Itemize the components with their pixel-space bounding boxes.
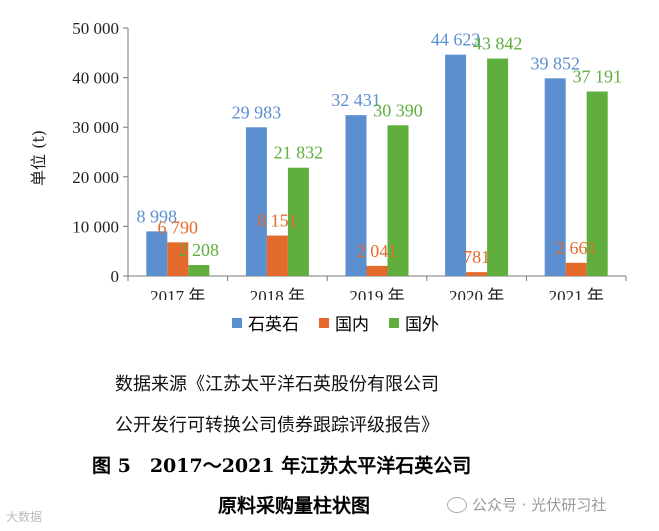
legend-item-domestic: 国内 xyxy=(319,310,369,335)
data-label: 8 998 xyxy=(137,206,178,226)
wechat-icon xyxy=(447,496,467,513)
y-tick-label: 40 000 xyxy=(72,69,119,88)
x-tick-label: 2020 年 xyxy=(449,287,504,300)
x-tick-label: 2017 年 xyxy=(150,287,205,300)
data-label: 30 390 xyxy=(373,100,423,120)
figure-caption-line-2: 原料采购量柱状图 xyxy=(218,495,371,517)
legend-swatch xyxy=(389,317,399,328)
x-axis: 2017 年 2018 年 2019 年 2020 年 2021 年 xyxy=(127,275,627,300)
bar xyxy=(146,231,168,276)
x-tick-label: 2019 年 xyxy=(349,287,404,300)
figure-caption-line-1: 图 5 2017～2021 年江苏太平洋石英公司 xyxy=(92,455,472,477)
legend-label: 石英石 xyxy=(248,315,299,335)
data-label: 39 852 xyxy=(530,53,580,73)
bar xyxy=(586,91,608,276)
bar xyxy=(345,115,367,276)
bar xyxy=(366,265,388,276)
data-label: 8 151 xyxy=(257,211,298,231)
watermark-right-text: 公众号 · 光伏研习社 xyxy=(472,496,607,514)
y-tick-label: 30 000 xyxy=(72,118,119,137)
bar xyxy=(466,272,488,276)
y-tick-label: 50 000 xyxy=(72,19,119,38)
bar xyxy=(565,262,587,276)
y-axis-label: 单位 (t) xyxy=(29,130,48,186)
data-label: 21 832 xyxy=(274,143,324,163)
bar xyxy=(167,242,189,276)
bar xyxy=(266,235,288,276)
data-label: 2 661 xyxy=(556,238,597,258)
legend-item-quartz: 石英石 xyxy=(232,310,299,335)
bar xyxy=(245,127,267,276)
data-label: 2 041 xyxy=(357,241,398,261)
data-label: 32 431 xyxy=(331,90,381,110)
x-tick-label: 2018 年 xyxy=(250,287,305,300)
source-line-2: 公开发行可转换公司债券跟踪评级报告》 xyxy=(115,415,439,436)
legend: 石英石 国内 国外 xyxy=(232,310,439,335)
data-label: 781 xyxy=(463,247,490,267)
bar xyxy=(445,54,467,276)
bars xyxy=(146,54,608,277)
y-tick-label: 0 xyxy=(111,267,120,286)
x-tick-label: 2021 年 xyxy=(549,287,604,300)
watermark-left: 大数据 xyxy=(6,510,43,524)
data-label: 37 191 xyxy=(572,67,622,87)
legend-swatch xyxy=(319,317,329,328)
bar xyxy=(487,58,509,277)
legend-label: 国内 xyxy=(335,315,369,335)
legend-item-foreign: 国外 xyxy=(389,310,439,335)
y-tick-label: 20 000 xyxy=(72,168,119,187)
data-label: 44 623 xyxy=(431,30,481,50)
data-label: 29 983 xyxy=(232,102,282,122)
bar xyxy=(188,265,210,276)
data-label: 43 842 xyxy=(473,34,523,54)
data-label: 6 790 xyxy=(158,217,199,237)
source-line-1: 数据来源《江苏太平洋石英股份有限公司 xyxy=(115,374,439,395)
legend-swatch xyxy=(232,317,242,328)
legend-label: 国外 xyxy=(405,315,439,335)
bar xyxy=(544,78,566,277)
watermark-right: 公众号 · 光伏研习社 xyxy=(447,494,606,515)
y-tick-label: 10 000 xyxy=(72,217,119,236)
data-label: 2 208 xyxy=(179,240,220,260)
bar xyxy=(287,167,309,276)
y-axis: 0 10 000 20 000 30 000 40 000 50 000 xyxy=(72,19,129,286)
bar xyxy=(387,125,409,277)
